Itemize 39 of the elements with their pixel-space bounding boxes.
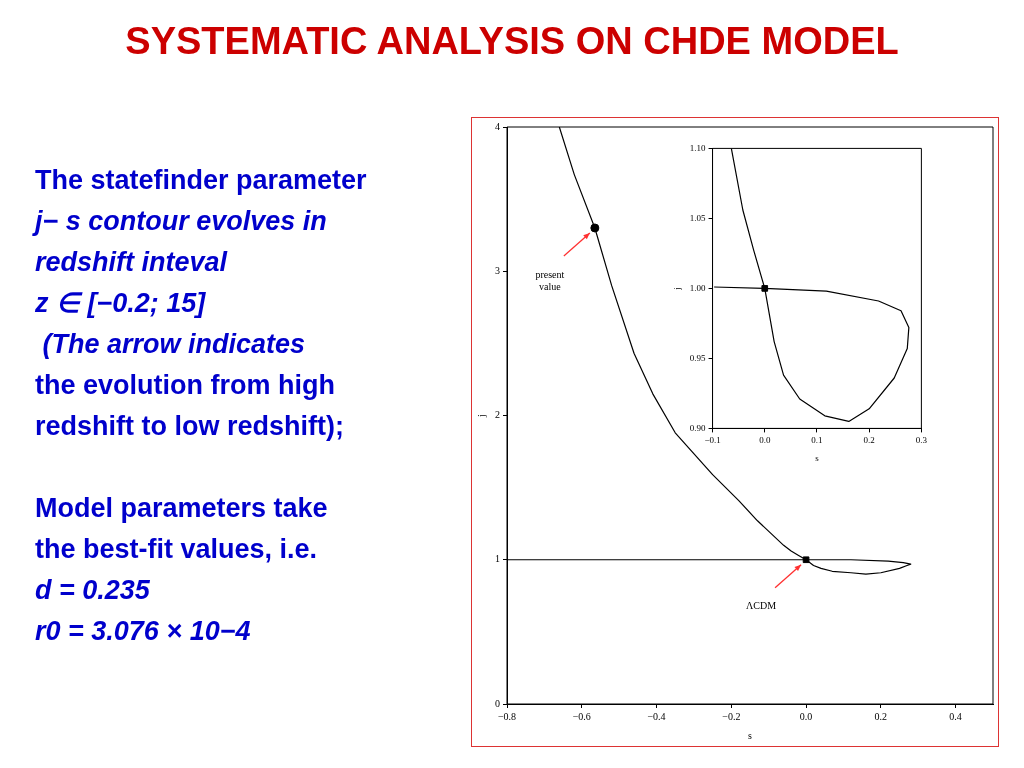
y-tick-label: 1.00 [689, 282, 707, 293]
annotation: present value [535, 268, 565, 292]
x-tick-label: −0.1 [704, 435, 721, 446]
y-tick-label: 0.90 [689, 422, 707, 433]
text: redshift to low redshift); [35, 410, 345, 443]
x-tick-label: −0.4 [647, 710, 666, 722]
x-axis-title: s [748, 729, 753, 741]
x-tick-label: 0.2 [874, 710, 888, 722]
text: (The arrow indicates [41, 328, 307, 361]
y-axis-title: j [475, 414, 487, 418]
x-tick-label: −0.6 [572, 710, 591, 722]
text: z ∈ [−0.2; 15] [35, 287, 207, 320]
text: Model parameters take [35, 492, 329, 525]
text: the best-fit values, i.e. [35, 533, 319, 566]
chart-title: SYSTEMATIC ANALYSIS ON CHDE MODEL [124, 20, 900, 63]
x-tick-label: 0.3 [915, 435, 928, 446]
x-tick-label: 0.0 [759, 435, 771, 446]
text: The statefinder parameter [35, 164, 368, 197]
x-tick-label: 0.1 [811, 435, 823, 446]
x-tick-label: 0.2 [863, 435, 875, 446]
y-tick-label: 1 [495, 553, 500, 565]
y-tick-label: 1.05 [689, 212, 707, 223]
y-axis-title: j [671, 287, 682, 291]
y-tick-label: 0.95 [689, 352, 707, 363]
annotation: ΛCDM [746, 600, 777, 612]
text: r0 = 3.076 × 10−4 [35, 615, 252, 648]
y-tick-label: 4 [495, 120, 500, 132]
y-tick-label: 2 [495, 409, 500, 421]
y-tick-label: 3 [495, 264, 500, 276]
y-tick-label: 1.10 [689, 142, 707, 153]
x-tick-label: −0.2 [722, 710, 741, 722]
y-tick-label: 0 [495, 697, 500, 709]
text: d = 0.235 [35, 574, 151, 607]
text: redshift inteval [35, 246, 229, 279]
x-tick-label: 0.0 [799, 710, 813, 722]
x-axis-title: s [815, 452, 820, 463]
x-tick-label: −0.8 [497, 710, 517, 722]
x-tick-label: 0.4 [949, 710, 962, 722]
text: the evolution from high [35, 369, 336, 402]
